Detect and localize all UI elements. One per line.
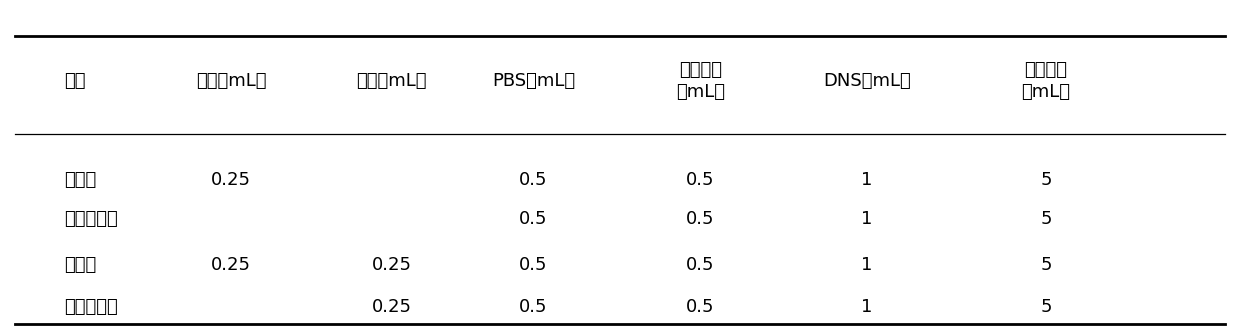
Text: 0.5: 0.5	[520, 170, 548, 188]
Text: 0.5: 0.5	[686, 170, 714, 188]
Text: 0.5: 0.5	[686, 298, 714, 316]
Text: 0.5: 0.5	[686, 256, 714, 274]
Text: 5: 5	[1040, 170, 1052, 188]
Text: 0.25: 0.25	[211, 170, 252, 188]
Text: 5: 5	[1040, 298, 1052, 316]
Text: 5: 5	[1040, 256, 1052, 274]
Text: 0.5: 0.5	[520, 256, 548, 274]
Text: 淀粉溶液
（mL）: 淀粉溶液 （mL）	[676, 61, 724, 102]
Text: 去离子水
（mL）: 去离子水 （mL）	[1022, 61, 1070, 102]
Text: 空白管: 空白管	[64, 170, 97, 188]
Text: 1: 1	[862, 210, 873, 228]
Text: 0.25: 0.25	[211, 256, 252, 274]
Text: 0.25: 0.25	[372, 256, 412, 274]
Text: 酶液（mL）: 酶液（mL）	[196, 72, 267, 90]
Text: 1: 1	[862, 298, 873, 316]
Text: 5: 5	[1040, 210, 1052, 228]
Text: 项目: 项目	[64, 72, 86, 90]
Text: PBS（mL）: PBS（mL）	[492, 72, 575, 90]
Text: DNS（mL）: DNS（mL）	[823, 72, 910, 90]
Text: 0.5: 0.5	[520, 210, 548, 228]
Text: 1: 1	[862, 256, 873, 274]
Text: 0.5: 0.5	[686, 210, 714, 228]
Text: 0.5: 0.5	[520, 298, 548, 316]
Text: 0.25: 0.25	[372, 298, 412, 316]
Text: 空白对照管: 空白对照管	[64, 210, 118, 228]
Text: 1: 1	[862, 170, 873, 188]
Text: 抑制对照管: 抑制对照管	[64, 298, 118, 316]
Text: 抑制管: 抑制管	[64, 256, 97, 274]
Text: 样品（mL）: 样品（mL）	[356, 72, 427, 90]
